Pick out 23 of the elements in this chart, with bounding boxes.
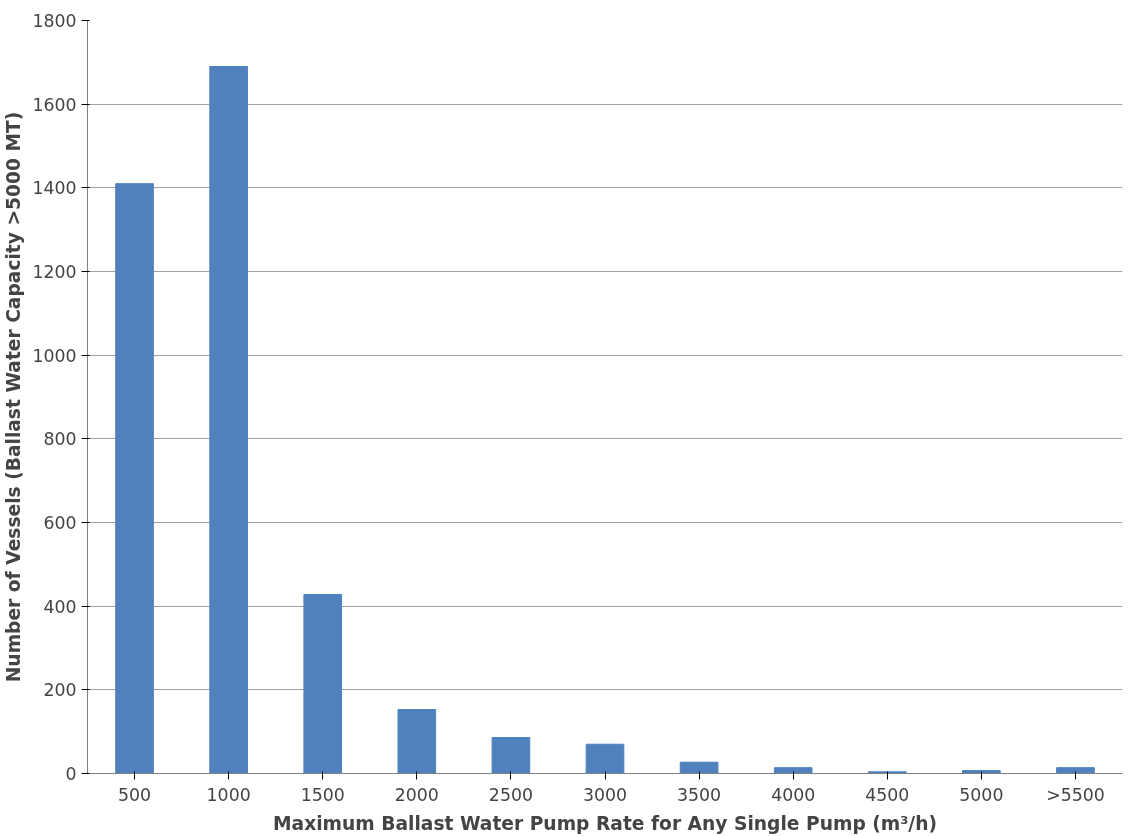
y-tick-label: 1200 bbox=[32, 262, 77, 282]
y-axis-title: Number of Vessels (Ballast Water Capacity >5000 MT) bbox=[3, 111, 25, 683]
y-tick-label: 600 bbox=[43, 513, 77, 533]
y-tick-label: 200 bbox=[43, 680, 77, 701]
y-tick-label: 1800 bbox=[32, 11, 77, 31]
x-tick-label: 4500 bbox=[865, 784, 910, 805]
x-tick-label: 1500 bbox=[300, 784, 345, 805]
y-tick-label: 1000 bbox=[32, 345, 77, 366]
x-axis-title: Maximum Ballast Water Pump Rate for Any Single Pump (m³/h) bbox=[273, 812, 938, 834]
x-tick-label: 2000 bbox=[394, 784, 439, 805]
y-tick-label: 800 bbox=[43, 429, 77, 450]
x-tick-label: 3500 bbox=[677, 784, 722, 805]
x-tick-label: 2500 bbox=[488, 784, 533, 805]
x-tick-label: >5500 bbox=[1046, 784, 1105, 805]
x-tick-label: 4000 bbox=[771, 784, 816, 805]
x-tick-label: 1000 bbox=[206, 784, 251, 805]
y-tick-label: 1600 bbox=[32, 94, 77, 115]
y-tick-label: 1400 bbox=[32, 178, 77, 199]
x-tick-label: 5000 bbox=[959, 784, 1004, 805]
y-tick-label: 400 bbox=[43, 596, 77, 617]
x-tick-label: 3000 bbox=[582, 784, 628, 805]
x-tick-label: 500 bbox=[118, 784, 152, 805]
y-tick-label: 0 bbox=[65, 764, 77, 784]
